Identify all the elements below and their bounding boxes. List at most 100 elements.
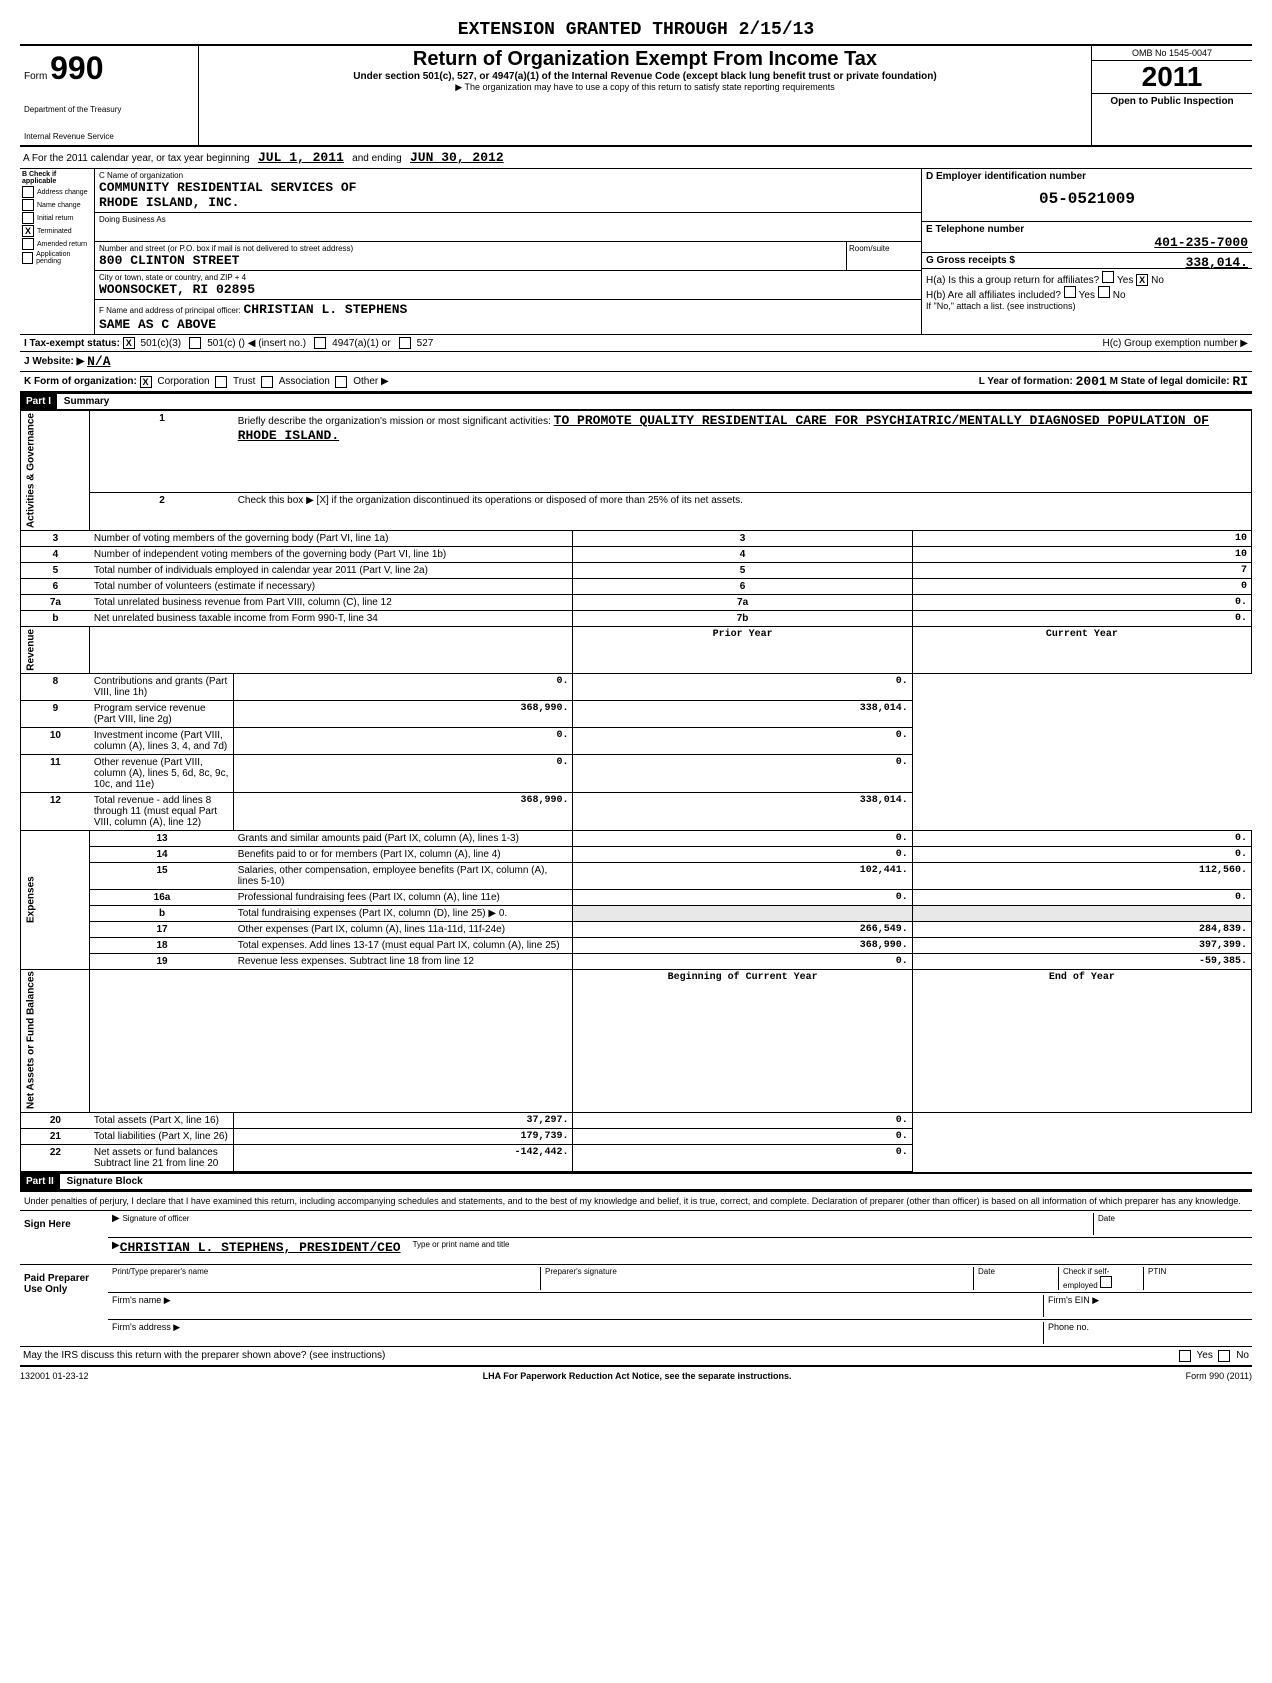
- h-a-yes-check[interactable]: [1102, 271, 1114, 283]
- check-box[interactable]: [22, 199, 34, 211]
- line-num: 11: [21, 754, 90, 792]
- omb-box: OMB No 1545-0047 2011 Open to Public Ins…: [1091, 46, 1252, 145]
- line-desc: Contributions and grants (Part VIII, lin…: [90, 673, 234, 700]
- org-name-1: COMMUNITY RESIDENTIAL SERVICES OF: [99, 180, 917, 195]
- corp-label: Corporation: [157, 376, 209, 387]
- part-2-title: Signature Block: [63, 1176, 143, 1187]
- yes-label: Yes: [1117, 275, 1133, 286]
- line-box: 4: [573, 547, 912, 563]
- discuss-yes-check[interactable]: [1179, 1350, 1191, 1362]
- sig-of-officer: Signature of officer: [122, 1214, 189, 1223]
- officer-addr: SAME AS C ABOVE: [99, 317, 917, 332]
- line-desc: Total liabilities (Part X, line 26): [90, 1128, 234, 1144]
- line-num: 19: [90, 953, 234, 969]
- current-value: -59,385.: [912, 953, 1251, 969]
- corp-check[interactable]: X: [140, 376, 152, 388]
- officer-line: F Name and address of principal officer:…: [95, 300, 921, 334]
- end-value: 0.: [573, 1144, 912, 1171]
- line-value: 7: [912, 563, 1251, 579]
- org-name-line: C Name of organization COMMUNITY RESIDEN…: [95, 169, 921, 213]
- h-b-no-check[interactable]: [1098, 286, 1110, 298]
- form-number-box: Form 990 Department of the Treasury Inte…: [20, 46, 199, 145]
- line-desc: Number of independent voting members of …: [90, 547, 573, 563]
- side-revenue: Revenue: [21, 627, 90, 674]
- 501c3-check[interactable]: X: [123, 337, 135, 349]
- check-label: Initial return: [37, 215, 74, 222]
- 501c-check[interactable]: [189, 337, 201, 349]
- room-suite: Room/suite: [846, 242, 921, 270]
- ptin-label: PTIN: [1143, 1267, 1248, 1290]
- check-box[interactable]: X: [22, 225, 34, 237]
- column-b: B Check if applicable Address changeName…: [20, 169, 95, 334]
- other-check[interactable]: [335, 376, 347, 388]
- trust-check[interactable]: [215, 376, 227, 388]
- assoc-check[interactable]: [261, 376, 273, 388]
- type-name-label: Type or print name and title: [413, 1240, 510, 1262]
- check-box[interactable]: [22, 238, 34, 250]
- row-a-prefix: A For the 2011 calendar year, or tax yea…: [23, 153, 250, 164]
- line-num: 8: [21, 673, 90, 700]
- self-emp-check[interactable]: [1100, 1276, 1112, 1288]
- sign-here-row: Sign Here ▶ Signature of officer Date ▶ …: [20, 1211, 1252, 1265]
- h-a-no-check[interactable]: X: [1136, 274, 1148, 286]
- city-label: City or town, state or country, and ZIP …: [99, 273, 917, 282]
- line-num: 13: [90, 830, 234, 846]
- state-value: RI: [1232, 374, 1248, 389]
- discuss-no-check[interactable]: [1218, 1350, 1230, 1362]
- prior-value: 102,441.: [573, 862, 912, 889]
- line-num: 17: [90, 921, 234, 937]
- line-num: 14: [90, 846, 234, 862]
- line-num: 9: [21, 700, 90, 727]
- 527-check[interactable]: [399, 337, 411, 349]
- side-net: Net Assets or Fund Balances: [21, 969, 90, 1112]
- line-box: 3: [573, 531, 912, 547]
- open-inspection: Open to Public Inspection: [1092, 94, 1252, 109]
- line-desc: Program service revenue (Part VIII, line…: [90, 700, 234, 727]
- end-year-header: End of Year: [912, 969, 1251, 1112]
- part-2-badge: Part II: [20, 1174, 60, 1189]
- line-num: b: [90, 905, 234, 921]
- check-row: Amended return: [22, 238, 92, 250]
- street-label: Number and street (or P.O. box if mail i…: [99, 244, 842, 253]
- signature-line: ▶ Signature of officer Date: [108, 1211, 1252, 1238]
- current-value: 338,014.: [573, 792, 912, 830]
- h-b-yes-check[interactable]: [1064, 286, 1076, 298]
- check-box[interactable]: [22, 212, 34, 224]
- line-num: 4: [21, 547, 90, 563]
- prior-value: 0.: [234, 673, 573, 700]
- footer-form: Form 990 (2011): [1186, 1371, 1252, 1381]
- form-header-row: Form 990 Department of the Treasury Inte…: [20, 44, 1252, 145]
- other-label: Other ▶: [353, 376, 388, 387]
- line-value: 0: [912, 579, 1251, 595]
- check-box[interactable]: [22, 186, 34, 198]
- prep-name-label: Print/Type preparer's name: [112, 1267, 540, 1290]
- line-desc: Total assets (Part X, line 16): [90, 1112, 234, 1128]
- ein-label: D Employer identification number: [926, 171, 1248, 182]
- status-row: I Tax-exempt status: X 501(c)(3) 501(c) …: [20, 335, 1252, 352]
- line-desc: Total number of volunteers (estimate if …: [90, 579, 573, 595]
- org-name-2: RHODE ISLAND, INC.: [99, 195, 917, 210]
- line-num: 3: [21, 531, 90, 547]
- line-box: 7b: [573, 611, 912, 627]
- 4947-check[interactable]: [314, 337, 326, 349]
- line-desc: Revenue less expenses. Subtract line 18 …: [234, 953, 573, 969]
- part-1-badge: Part I: [20, 394, 57, 409]
- form-number: 990: [50, 50, 103, 86]
- city-line: City or town, state or country, and ZIP …: [95, 271, 921, 300]
- prior-value: 0.: [573, 846, 912, 862]
- perjury-statement: Under penalties of perjury, I declare th…: [20, 1192, 1252, 1211]
- prior-value: 368,990.: [573, 937, 912, 953]
- current-value: 0.: [912, 889, 1251, 905]
- line-value: 10: [912, 531, 1251, 547]
- h-c: H(c) Group exemption number ▶: [1102, 338, 1248, 349]
- check-row: Initial return: [22, 212, 92, 224]
- check-box[interactable]: [22, 252, 33, 264]
- h-b-note: If "No," attach a list. (see instruction…: [926, 301, 1248, 311]
- begin-value: -142,442.: [234, 1144, 573, 1171]
- discuss-row: May the IRS discuss this return with the…: [20, 1347, 1252, 1367]
- date-label: Date: [1098, 1214, 1115, 1223]
- check-label: Terminated: [37, 228, 72, 235]
- form-org-row: K Form of organization: X Corporation Tr…: [20, 372, 1252, 392]
- col-b-header: B Check if applicable: [22, 171, 92, 185]
- name-label: C Name of organization: [99, 171, 917, 180]
